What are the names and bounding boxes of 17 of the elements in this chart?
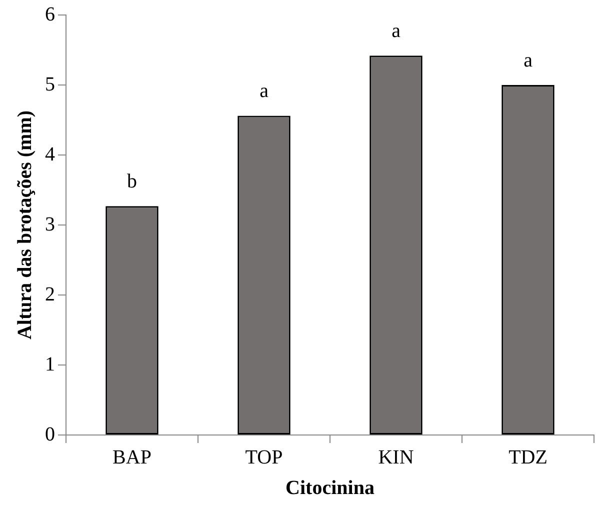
y-tick-label: 2 <box>45 283 55 306</box>
y-tick-label: 4 <box>45 143 55 166</box>
y-tick-label: 6 <box>45 3 55 26</box>
y-tick-label: 5 <box>45 73 55 96</box>
y-axis-title: Altura das brotações (mm) <box>14 110 36 340</box>
y-tick-label: 0 <box>45 423 55 446</box>
annotation: a <box>524 49 533 72</box>
y-tick-label: 3 <box>45 213 55 236</box>
x-tick-label: TOP <box>245 446 283 468</box>
annotation: a <box>392 20 401 42</box>
x-tick-label: BAP <box>112 446 152 468</box>
y-tick-label: 1 <box>45 353 55 376</box>
x-tick-label: TDZ <box>508 446 548 468</box>
annotation: b <box>127 170 137 192</box>
x-axis-title: Citocinina <box>286 477 374 500</box>
x-tick-label: KIN <box>378 446 414 468</box>
annotation: a <box>260 80 269 102</box>
